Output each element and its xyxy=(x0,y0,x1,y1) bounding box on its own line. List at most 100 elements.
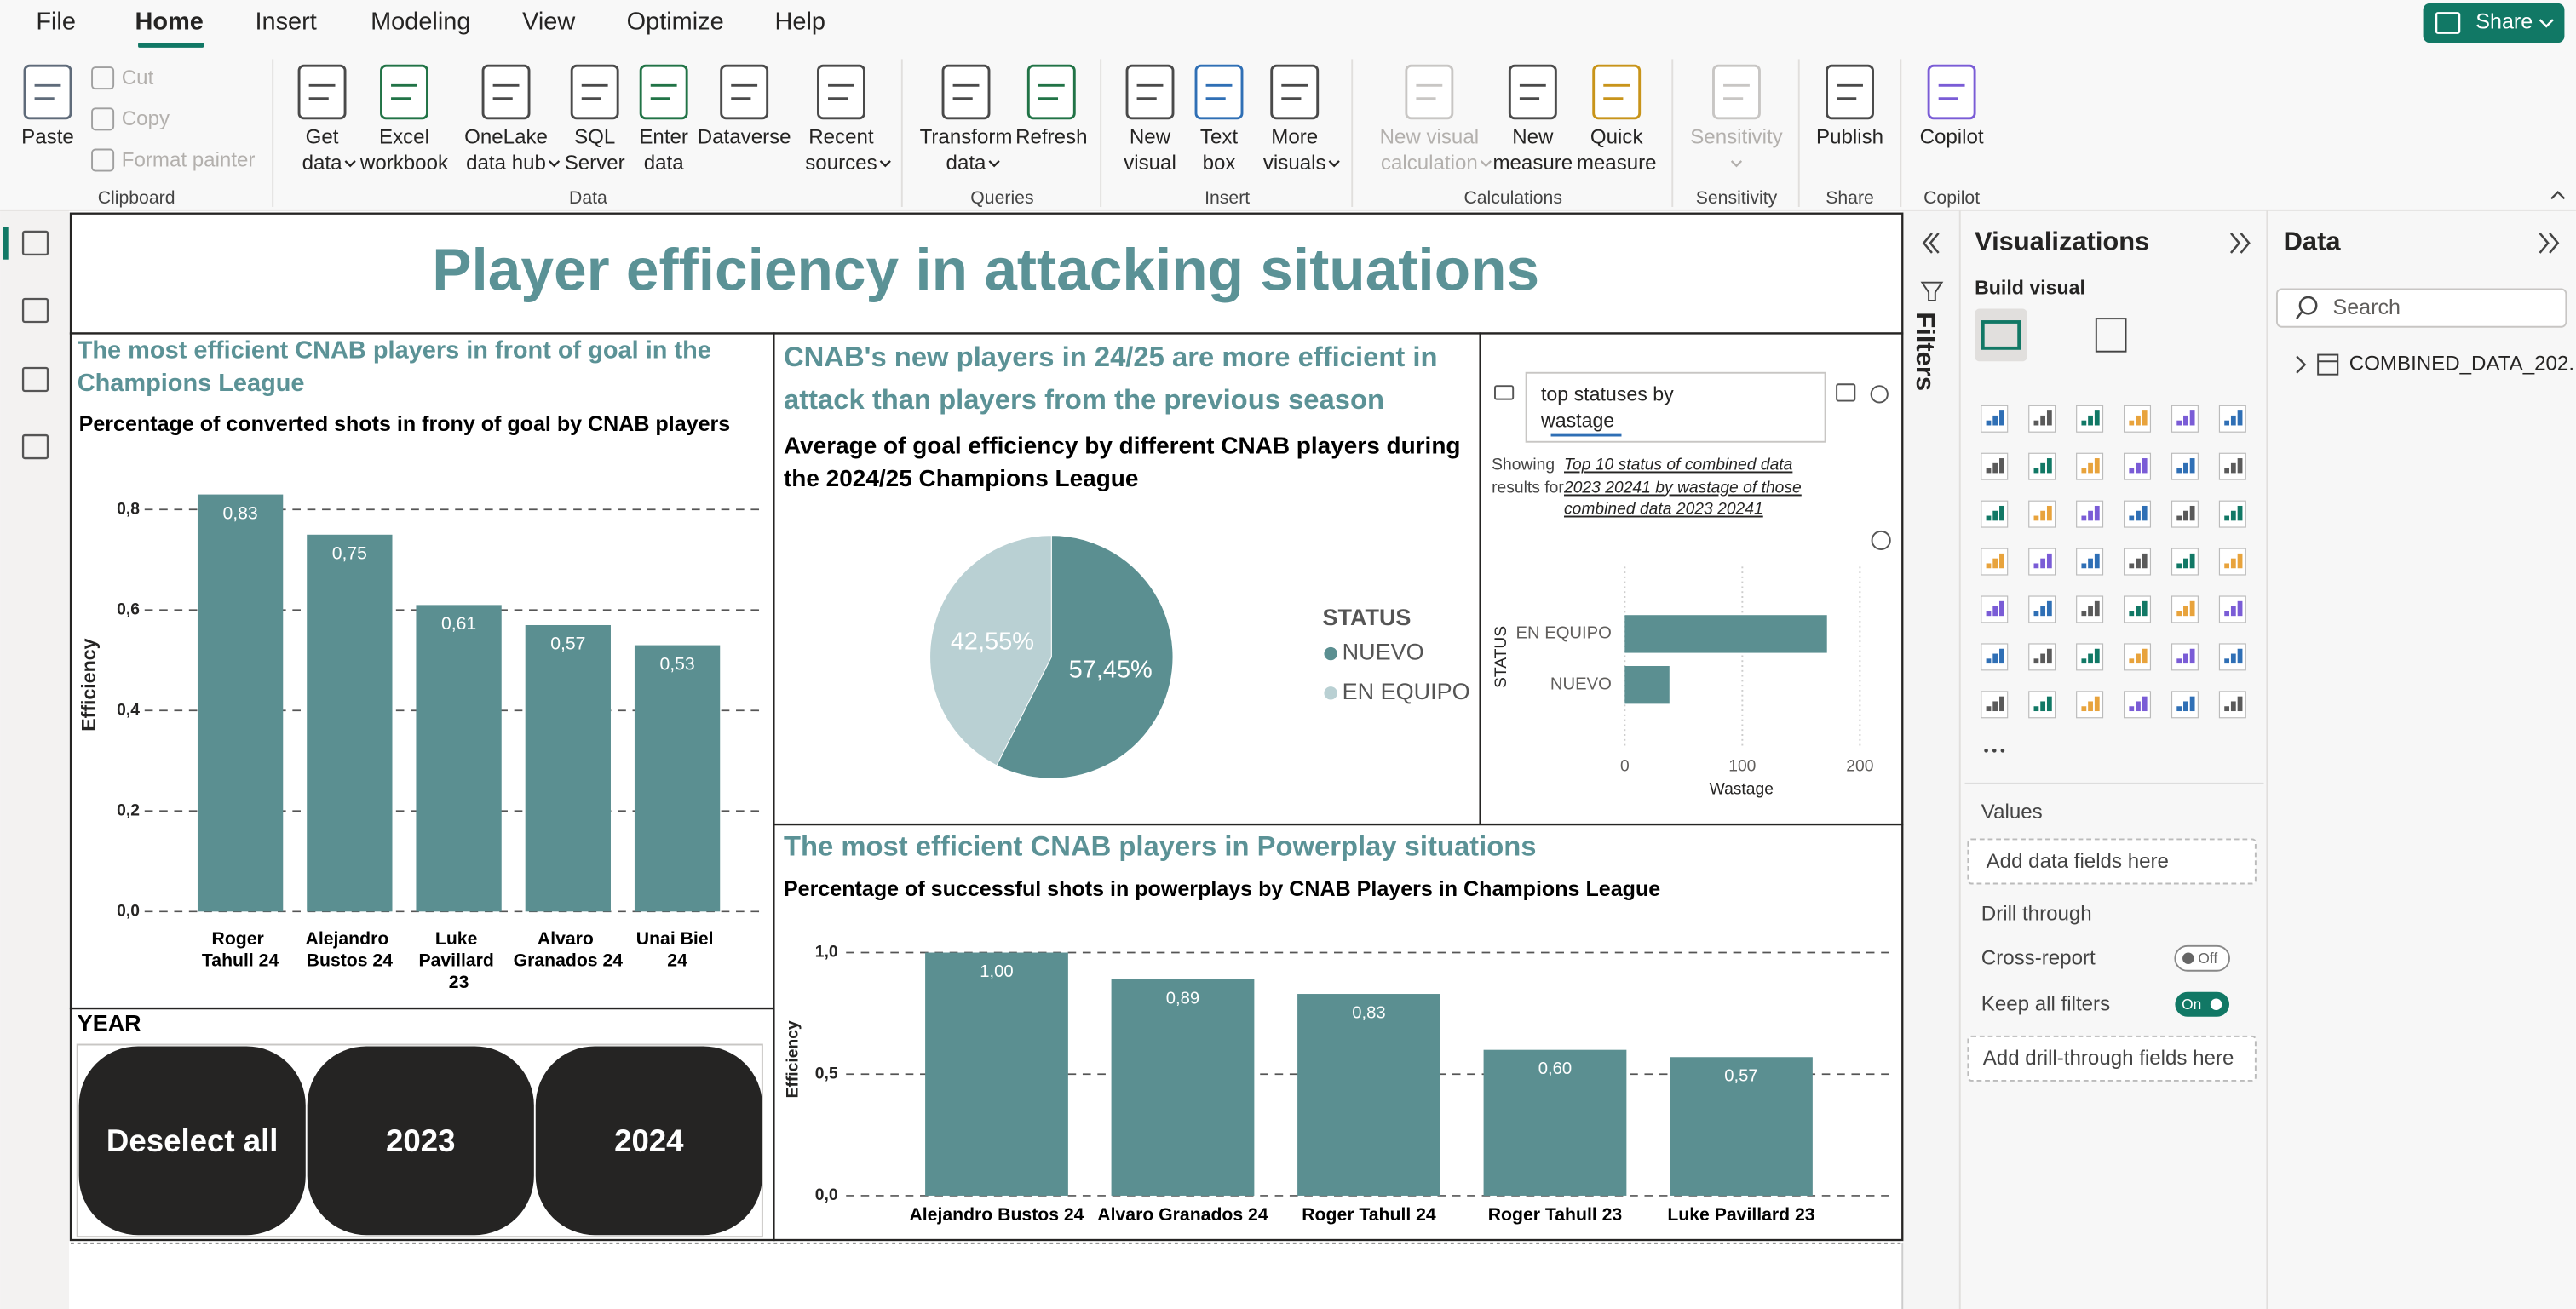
info-icon[interactable] xyxy=(1871,530,1891,551)
ribbon-button-icon[interactable] xyxy=(570,64,619,120)
legend-label[interactable]: NUEVO xyxy=(1343,640,1424,665)
ribbon-tab[interactable]: Help xyxy=(775,9,825,36)
ribbon-button-label[interactable]: box xyxy=(1203,152,1236,175)
search-placeholder[interactable]: Search xyxy=(2333,296,2401,319)
qa-settings-icon[interactable] xyxy=(1870,385,1889,404)
ribbon-button-icon[interactable] xyxy=(1927,64,1976,120)
ribbon-button-label[interactable]: New xyxy=(1130,125,1171,148)
ribbon-button-icon[interactable] xyxy=(720,64,769,120)
ribbon-button-label[interactable]: Enter xyxy=(639,125,688,148)
ribbon-button-label[interactable]: data xyxy=(946,152,986,175)
toggle[interactable] xyxy=(2175,991,2230,1017)
view-icon[interactable] xyxy=(21,433,49,460)
ribbon-button-label[interactable]: data xyxy=(644,152,684,175)
search-box[interactable] xyxy=(2275,288,2567,328)
pie-slice[interactable] xyxy=(929,535,1052,766)
ribbon-button-label[interactable]: More xyxy=(1271,125,1318,148)
ribbon-button-label[interactable]: workbook xyxy=(359,152,449,175)
ribbon-tab[interactable]: File xyxy=(36,9,76,36)
ribbon-button-label[interactable]: Excel xyxy=(379,125,429,148)
bar[interactable] xyxy=(416,605,502,912)
ribbon-button-icon[interactable] xyxy=(1508,64,1557,120)
ribbon-tab[interactable]: Optimize xyxy=(627,9,724,36)
ribbon-button-label[interactable]: Transform xyxy=(920,125,1013,148)
collapse-chevron[interactable] xyxy=(1922,233,1933,254)
bar[interactable] xyxy=(197,494,284,912)
ribbon-button-label[interactable]: visual xyxy=(1124,152,1176,175)
ribbon-button-label[interactable]: Dataverse xyxy=(698,125,791,148)
tree-chevron[interactable] xyxy=(2296,355,2307,374)
field-well[interactable] xyxy=(1967,1035,2257,1082)
collapse-chevron[interactable] xyxy=(1929,233,1940,254)
filters-title[interactable]: Filters xyxy=(1911,312,1941,391)
bar[interactable] xyxy=(525,624,611,912)
bar[interactable] xyxy=(1297,994,1440,1196)
ribbon-button-label[interactable]: Paste xyxy=(21,125,74,148)
more-visuals-dot[interactable] xyxy=(1992,749,1997,753)
ribbon-button-label[interactable]: Publish xyxy=(1816,125,1883,148)
view-icon[interactable] xyxy=(21,366,49,393)
ribbon-button-icon[interactable] xyxy=(481,64,531,120)
slicer-item-label[interactable]: 2024 xyxy=(614,1123,684,1158)
ribbon-button-label[interactable]: Text xyxy=(1200,125,1238,148)
ribbon-button-icon[interactable] xyxy=(1270,64,1320,120)
ribbon-tab[interactable]: Modeling xyxy=(371,9,470,36)
expand-chevron[interactable] xyxy=(2539,233,2550,254)
pie-slice[interactable] xyxy=(996,535,1174,779)
bar[interactable] xyxy=(634,645,721,912)
bar[interactable] xyxy=(1483,1049,1627,1196)
bar[interactable] xyxy=(925,952,1068,1196)
ribbon-button-label[interactable]: Copilot xyxy=(1920,125,1984,148)
slicer-item-label[interactable]: Deselect all xyxy=(106,1123,279,1158)
legend-label[interactable]: EN EQUIPO xyxy=(1343,679,1470,704)
ribbon-button-label[interactable]: New xyxy=(1512,125,1554,148)
share-label[interactable]: Share xyxy=(2475,10,2533,34)
slicer-button[interactable] xyxy=(78,1046,306,1236)
ribbon-button-label[interactable]: Refresh xyxy=(1015,125,1087,148)
bar[interactable] xyxy=(1111,979,1255,1196)
slicer-item-label[interactable]: 2023 xyxy=(386,1123,455,1158)
ribbon-button-icon[interactable] xyxy=(1826,64,1874,120)
toggle[interactable] xyxy=(2174,944,2230,972)
ribbon-button-icon[interactable] xyxy=(639,64,688,120)
ribbon-button-icon[interactable] xyxy=(380,64,428,120)
slicer-button[interactable] xyxy=(535,1046,762,1236)
ribbon-button-label[interactable]: data xyxy=(302,152,342,175)
qa-query[interactable]: top statuses by wastage xyxy=(1540,382,1674,433)
ribbon-button-label[interactable]: SQL xyxy=(574,125,615,148)
qa-input[interactable] xyxy=(1525,371,1826,443)
ribbon-button-icon[interactable] xyxy=(297,64,347,120)
ribbon-button-label[interactable]: Quick xyxy=(1590,125,1644,148)
expand-chevron[interactable] xyxy=(2240,233,2251,254)
ribbon-button-label[interactable]: data hub xyxy=(466,152,546,175)
format-visual-icon[interactable] xyxy=(2095,318,2127,353)
ribbon-button-icon[interactable] xyxy=(1592,64,1642,120)
ribbon-tab[interactable]: Home xyxy=(135,9,204,36)
ribbon-button-icon[interactable] xyxy=(817,64,865,120)
field-well[interactable] xyxy=(1967,838,2257,885)
view-icon[interactable] xyxy=(21,297,49,324)
expand-chevron[interactable] xyxy=(2229,233,2241,254)
ribbon-button-icon[interactable] xyxy=(1125,64,1175,120)
table-name[interactable]: COMBINED_DATA_202... xyxy=(2349,352,2576,375)
ribbon-button-icon[interactable] xyxy=(23,64,72,120)
ribbon-tab[interactable]: View xyxy=(522,9,575,36)
ribbon-button-icon[interactable] xyxy=(1026,64,1076,120)
ribbon-button-label[interactable]: OneLake xyxy=(464,125,548,148)
bar[interactable] xyxy=(1670,1057,1813,1196)
ribbon-button-label[interactable]: Recent xyxy=(808,125,874,148)
ribbon-tab[interactable]: Insert xyxy=(255,9,316,36)
ribbon-button-label[interactable]: Get xyxy=(306,125,339,148)
qa-restatement[interactable]: Top 10 status of combined data 2023 2024… xyxy=(1563,456,1802,520)
ribbon-button-label[interactable]: measure xyxy=(1577,152,1657,175)
ribbon-button-label[interactable]: sources xyxy=(805,152,877,175)
ribbon-button-icon[interactable] xyxy=(941,64,991,120)
ribbon-collapse[interactable] xyxy=(2550,190,2566,200)
more-visuals-dot[interactable] xyxy=(1984,749,1988,753)
bar[interactable] xyxy=(307,534,393,912)
ribbon-button-label[interactable]: visuals xyxy=(1263,152,1326,175)
ribbon-button-label[interactable]: measure xyxy=(1492,152,1573,175)
expand-chevron[interactable] xyxy=(2549,233,2560,254)
bar[interactable] xyxy=(1624,615,1827,653)
ribbon-button-label[interactable]: Server xyxy=(565,152,625,175)
